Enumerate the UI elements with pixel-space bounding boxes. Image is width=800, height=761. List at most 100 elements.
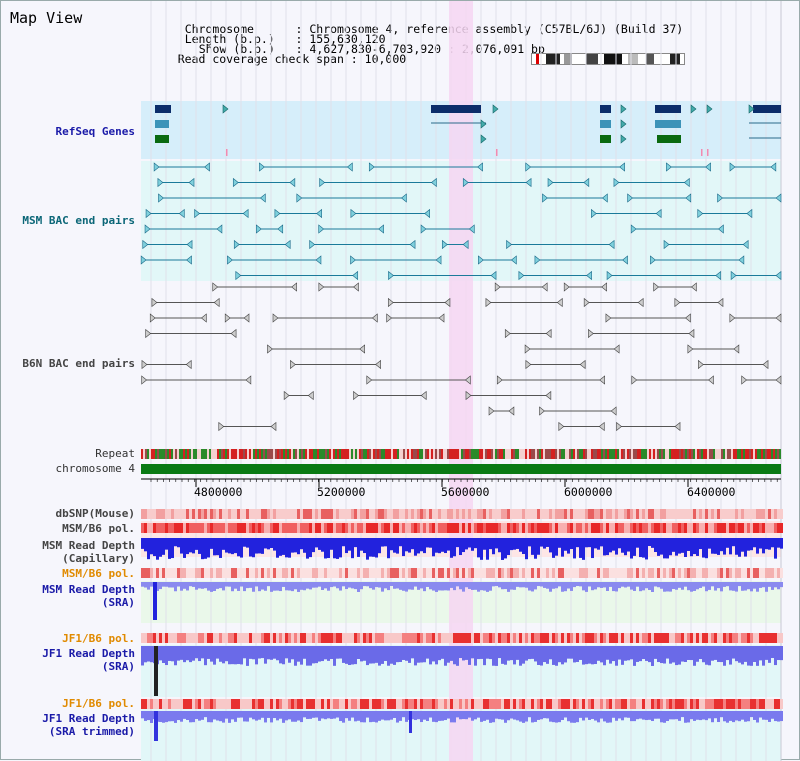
heat-cell [705,699,708,709]
heat-cell [444,509,447,519]
b6n-bac-end [213,297,220,308]
track-label-dbsnp[interactable]: dbSNP(Mouse) [55,507,135,520]
repeat-segment [283,449,285,459]
chromosome-ideogram[interactable] [531,53,685,65]
heat-cell [585,699,588,709]
heat-cell [246,509,249,519]
heat-cell [192,509,195,519]
repeat-segment [551,449,553,459]
heat-cell [408,699,411,709]
b6n-bac-end [496,375,503,385]
heat-cell [351,699,354,709]
repeat-segment [317,449,319,459]
repeat-segment [175,449,177,459]
heat-cell [477,633,480,643]
heat-cell [198,509,201,519]
b6n-bac-end [613,344,620,354]
heat-cell [276,568,279,578]
repeat-segment [679,449,681,459]
heat-cell [639,509,642,519]
repeat-segment [721,449,723,459]
repeat-segment [509,449,511,459]
heat-cell [651,568,654,578]
track-label-msm-depth-cap[interactable]: MSM Read Depth (Capillary) [1,539,135,565]
heat-cell [144,509,147,519]
heat-cell [690,699,693,709]
heat-cell [639,633,642,643]
heat-cell [594,633,597,643]
heat-cell [744,699,747,709]
heat-cell [216,509,219,519]
repeat-segment [529,449,531,459]
repeat-segment [715,449,717,459]
span-label: Read coverage check span [177,52,344,66]
repeat-segment [267,449,269,459]
track-label-msm-b6-pol[interactable]: MSM/B6 pol. [62,522,135,535]
track-label-repeat[interactable]: Repeat [95,447,135,460]
b6n-bac-end [272,313,279,323]
heat-cell [345,699,348,709]
heat-cell [381,699,384,709]
heat-cell [573,568,576,578]
heat-cell [297,568,300,578]
heat-cell [531,633,534,643]
heat-cell [303,699,306,709]
heat-cell [342,699,345,709]
heat-cell [489,568,492,578]
heat-cell [531,568,534,578]
heat-cell [438,699,441,709]
repeat-segment [325,449,327,459]
track-label-jf1-b6-pol[interactable]: JF1/B6 pol. [62,632,135,645]
track-label-msm-b6-pol-2[interactable]: MSM/B6 pol. [62,567,135,580]
track-label-jf1-depth-trim[interactable]: JF1 Read Depth (SRA trimmed) [1,712,135,738]
heat-cell [345,509,348,519]
heat-cell [768,509,771,519]
heat-cell [684,509,687,519]
heat-cell [348,633,351,643]
heat-cell [348,699,351,709]
repeat-segment [779,449,781,459]
heat-cell [285,699,288,709]
heat-cell [168,699,171,709]
heat-cell [507,568,510,578]
repeat-segment [643,449,645,459]
heat-cell [537,633,540,643]
track-label-jf1-b6-pol-2[interactable]: JF1/B6 pol. [62,697,135,710]
heat-cell [627,699,630,709]
heat-cell [750,568,753,578]
heat-cell [432,509,435,519]
heat-cell [690,568,693,578]
heat-cell [306,699,309,709]
heat-cell [267,633,270,643]
track-label-b6n-bac[interactable]: B6N BAC end pairs [22,357,135,370]
heat-cell [210,633,213,643]
repeat-segment [217,449,219,459]
heat-cell [426,509,429,519]
heat-cell [711,568,714,578]
track-label-refseq[interactable]: RefSeq Genes [55,125,135,138]
heat-cell [288,509,291,519]
repeat-segment [387,449,389,459]
heat-cell [441,509,444,519]
heat-cell [759,633,762,643]
track-label-msm-bac[interactable]: MSM BAC end pairs [22,214,135,227]
repeat-segment [263,449,265,459]
heat-cell [150,633,153,643]
heat-cell [357,699,360,709]
jf1-depth-sra-bg [141,645,781,697]
repeat-segment [667,449,669,459]
track-label-jf1-depth-sra[interactable]: JF1 Read Depth (SRA) [1,647,135,673]
repeat-segment [605,449,607,459]
heat-cell [330,568,333,578]
heat-cell [681,509,684,519]
heat-cell [582,568,585,578]
heat-cell [258,509,261,519]
heat-cell [552,568,555,578]
heat-cell [438,509,441,519]
repeat-segment [339,449,341,459]
track-label-msm-depth-sra[interactable]: MSM Read Depth (SRA) [1,583,135,609]
heat-cell [642,509,645,519]
repeat-segment [641,449,643,459]
heat-cell [327,568,330,578]
show-label: Show (b.p.) [198,42,275,56]
